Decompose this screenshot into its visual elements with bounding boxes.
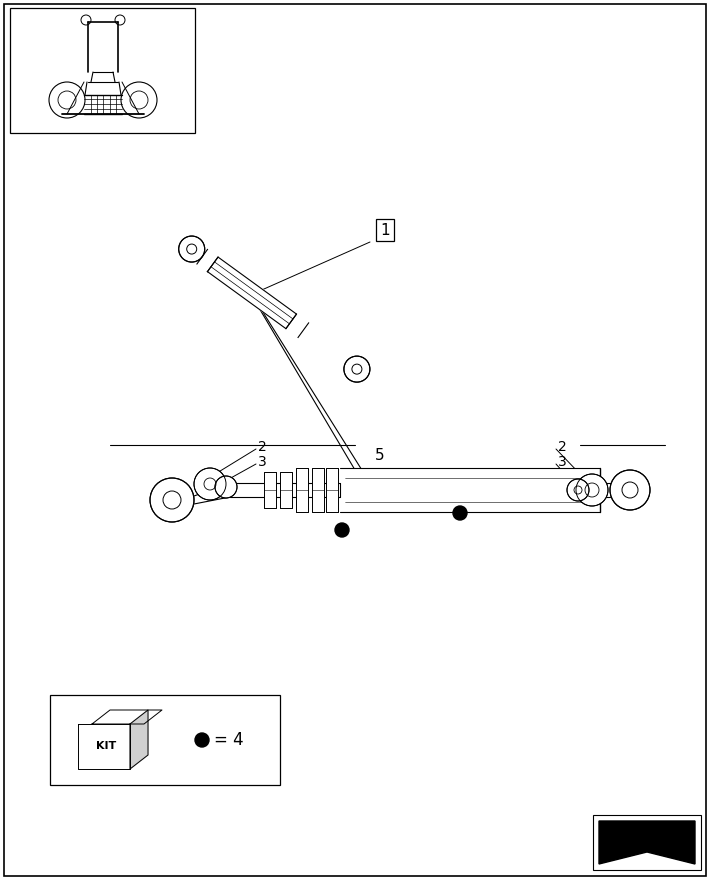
Text: 2: 2 — [258, 440, 267, 454]
Bar — [264, 472, 276, 508]
Polygon shape — [207, 257, 297, 328]
Bar — [280, 472, 292, 508]
Text: = 4: = 4 — [214, 731, 244, 749]
Bar — [593, 815, 701, 870]
Circle shape — [453, 506, 467, 520]
Bar — [312, 468, 324, 512]
Text: 5: 5 — [375, 448, 385, 463]
Circle shape — [194, 468, 226, 500]
Bar — [280, 472, 292, 508]
Bar — [340, 468, 600, 512]
Bar — [296, 468, 308, 512]
Text: 3: 3 — [258, 455, 267, 469]
Circle shape — [150, 478, 194, 522]
Circle shape — [179, 236, 204, 262]
Bar — [296, 468, 308, 512]
Bar — [264, 472, 276, 508]
Text: 3: 3 — [558, 455, 567, 469]
Text: 1: 1 — [380, 223, 390, 238]
Circle shape — [195, 733, 209, 747]
Polygon shape — [130, 710, 148, 769]
Bar — [326, 468, 338, 512]
Circle shape — [344, 356, 370, 382]
Polygon shape — [599, 821, 695, 864]
Text: KIT: KIT — [96, 741, 116, 751]
Polygon shape — [92, 710, 162, 724]
Circle shape — [567, 479, 589, 501]
Polygon shape — [78, 724, 130, 769]
Bar — [230, 483, 340, 497]
Bar — [326, 468, 338, 512]
Circle shape — [576, 474, 608, 506]
Bar — [10, 8, 195, 133]
Circle shape — [610, 470, 650, 510]
Bar — [312, 468, 324, 512]
Circle shape — [335, 523, 349, 537]
Circle shape — [215, 476, 237, 498]
Bar — [50, 695, 280, 785]
Text: 2: 2 — [558, 440, 567, 454]
